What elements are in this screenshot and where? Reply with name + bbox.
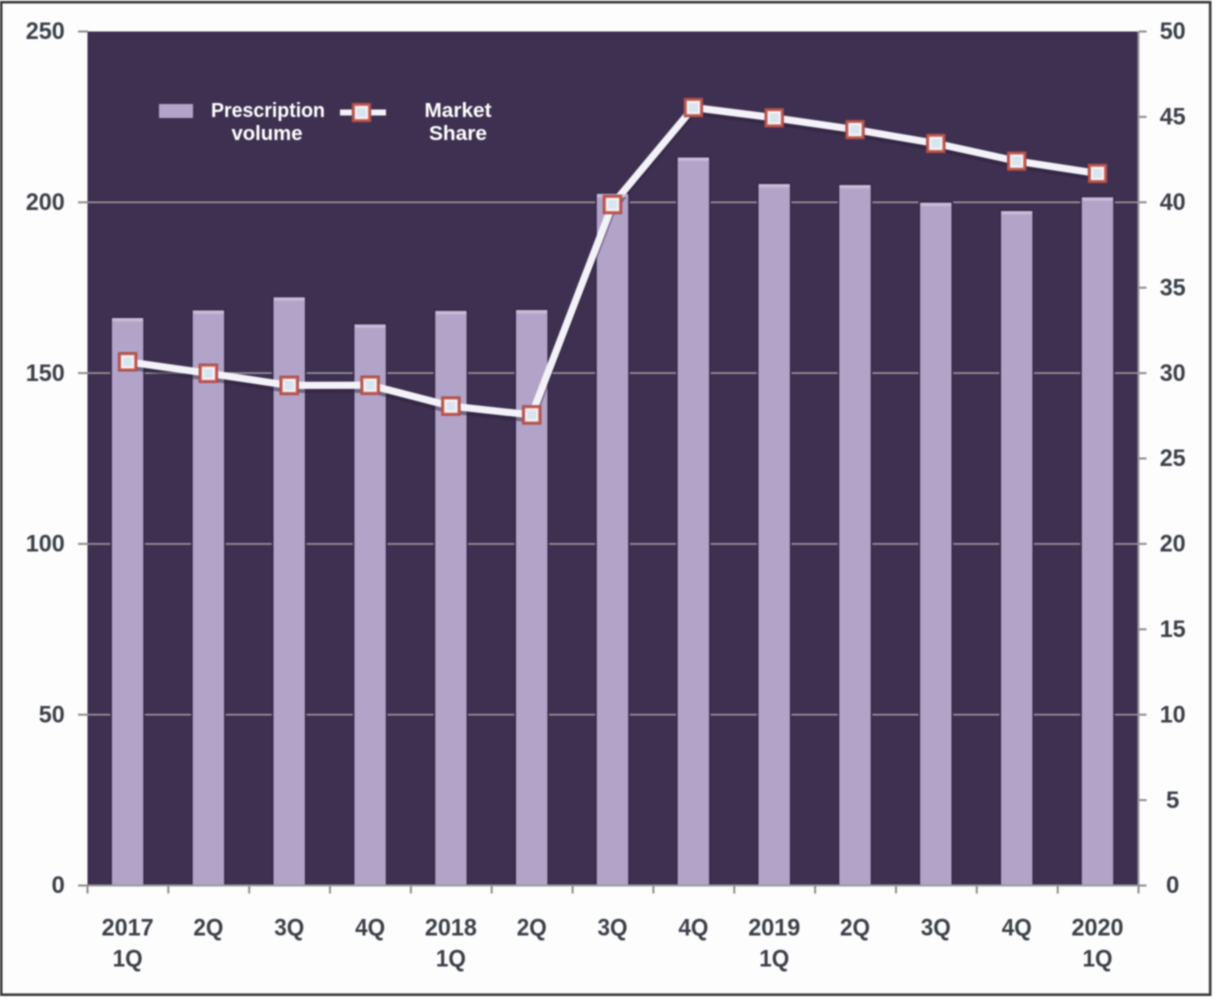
svg-text:2Q: 2Q [840, 915, 870, 942]
svg-text:150: 150 [26, 360, 65, 387]
svg-text:3Q: 3Q [921, 915, 951, 942]
svg-text:2018: 2018 [425, 915, 477, 942]
svg-text:35: 35 [1160, 274, 1186, 301]
svg-text:2Q: 2Q [517, 915, 547, 942]
svg-text:5: 5 [1166, 787, 1179, 814]
svg-text:1Q: 1Q [113, 946, 143, 973]
svg-text:50: 50 [1160, 18, 1186, 45]
svg-text:3Q: 3Q [598, 915, 628, 942]
svg-text:Market: Market [425, 100, 492, 122]
svg-text:volume: volume [232, 123, 303, 145]
svg-text:15: 15 [1160, 616, 1186, 643]
svg-text:4Q: 4Q [355, 915, 385, 942]
svg-text:3Q: 3Q [274, 915, 304, 942]
svg-text:20: 20 [1160, 531, 1186, 558]
svg-text:1Q: 1Q [759, 946, 789, 973]
svg-text:50: 50 [39, 701, 65, 728]
svg-text:Share: Share [429, 123, 487, 145]
svg-text:4Q: 4Q [1002, 915, 1032, 942]
svg-text:4Q: 4Q [678, 915, 708, 942]
svg-text:200: 200 [26, 189, 65, 216]
svg-text:25: 25 [1160, 445, 1186, 472]
svg-text:2Q: 2Q [193, 915, 223, 942]
svg-text:0: 0 [1166, 872, 1179, 899]
svg-text:2020: 2020 [1072, 915, 1124, 942]
svg-text:1Q: 1Q [436, 946, 466, 973]
svg-text:250: 250 [26, 18, 65, 45]
svg-text:Prescription: Prescription [211, 100, 325, 122]
svg-text:2019: 2019 [748, 915, 800, 942]
svg-text:40: 40 [1160, 189, 1186, 216]
svg-text:100: 100 [26, 531, 65, 558]
svg-text:10: 10 [1160, 701, 1186, 728]
svg-text:2017: 2017 [102, 915, 154, 942]
svg-text:30: 30 [1160, 360, 1186, 387]
svg-text:1Q: 1Q [1083, 946, 1113, 973]
svg-text:0: 0 [51, 872, 64, 899]
svg-text:45: 45 [1160, 104, 1186, 131]
